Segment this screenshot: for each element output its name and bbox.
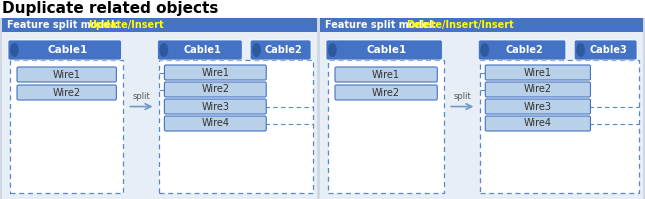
Text: Cable1: Cable1 <box>47 45 88 55</box>
Bar <box>320 32 643 199</box>
Text: Wire2: Wire2 <box>524 85 552 95</box>
FancyBboxPatch shape <box>485 116 590 131</box>
Ellipse shape <box>252 43 261 57</box>
Text: Wire1: Wire1 <box>524 67 552 77</box>
Text: Cable2: Cable2 <box>264 45 302 55</box>
FancyBboxPatch shape <box>335 67 437 82</box>
FancyBboxPatch shape <box>574 40 637 60</box>
Bar <box>320 18 643 32</box>
FancyBboxPatch shape <box>479 40 566 60</box>
Text: Wire1: Wire1 <box>201 67 230 77</box>
Text: Wire3: Wire3 <box>201 101 230 111</box>
FancyBboxPatch shape <box>485 99 590 114</box>
Text: Cable1: Cable1 <box>366 45 407 55</box>
FancyBboxPatch shape <box>250 40 311 60</box>
Text: Wire1: Wire1 <box>53 69 81 79</box>
Bar <box>328 60 444 193</box>
Text: Feature split model:: Feature split model: <box>325 20 440 30</box>
Text: Cable2: Cable2 <box>506 45 544 55</box>
FancyBboxPatch shape <box>17 67 116 82</box>
Text: Wire4: Wire4 <box>201 118 230 129</box>
FancyBboxPatch shape <box>8 40 121 60</box>
Text: Wire2: Wire2 <box>53 88 81 98</box>
Ellipse shape <box>159 43 168 57</box>
FancyBboxPatch shape <box>164 116 266 131</box>
Text: Update/Insert: Update/Insert <box>88 20 163 30</box>
Text: split: split <box>132 92 150 100</box>
Text: Feature split model:: Feature split model: <box>7 20 122 30</box>
FancyBboxPatch shape <box>164 82 266 97</box>
Bar <box>2 32 317 199</box>
Text: Wire1: Wire1 <box>372 69 400 79</box>
Text: Duplicate related objects: Duplicate related objects <box>2 1 219 16</box>
FancyBboxPatch shape <box>485 65 590 80</box>
FancyBboxPatch shape <box>335 85 437 100</box>
Text: Wire2: Wire2 <box>372 88 400 98</box>
Bar <box>159 60 313 193</box>
Text: Cable3: Cable3 <box>590 45 627 55</box>
Text: Delete/Insert/Insert: Delete/Insert/Insert <box>406 20 513 30</box>
Ellipse shape <box>10 43 19 57</box>
FancyBboxPatch shape <box>326 40 442 60</box>
Bar <box>481 60 639 193</box>
Ellipse shape <box>481 43 489 57</box>
Text: Cable1: Cable1 <box>184 45 221 55</box>
FancyBboxPatch shape <box>157 40 242 60</box>
Text: split: split <box>453 92 471 100</box>
FancyBboxPatch shape <box>164 65 266 80</box>
FancyBboxPatch shape <box>485 82 590 97</box>
Ellipse shape <box>576 43 585 57</box>
Text: Wire2: Wire2 <box>201 85 230 95</box>
Bar <box>2 18 317 32</box>
Ellipse shape <box>328 43 337 57</box>
Bar <box>10 60 123 193</box>
Text: Wire4: Wire4 <box>524 118 552 129</box>
FancyBboxPatch shape <box>17 85 116 100</box>
Text: Wire3: Wire3 <box>524 101 552 111</box>
FancyBboxPatch shape <box>164 99 266 114</box>
